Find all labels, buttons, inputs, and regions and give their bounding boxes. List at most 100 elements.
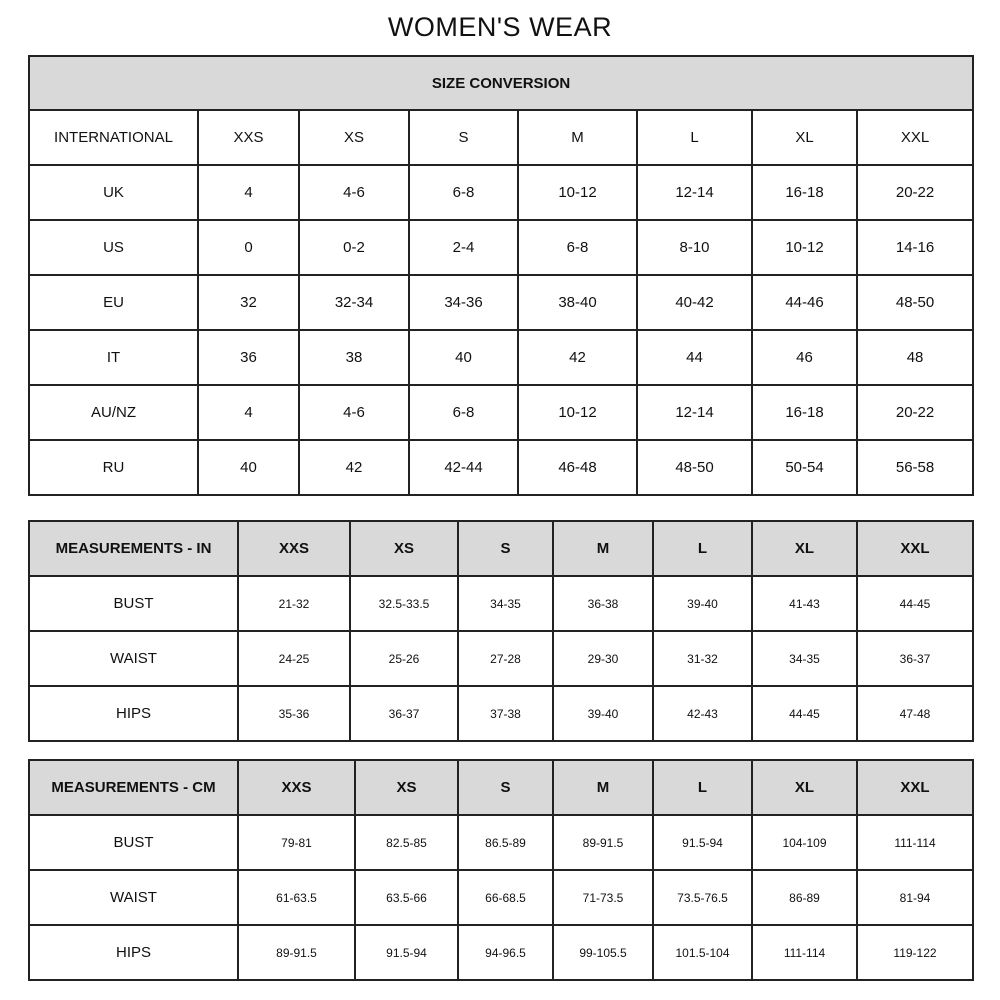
size-value: 89-91.5 [237, 924, 356, 981]
header-row: INTERNATIONAL XXS XS S M L XL XXL [28, 109, 975, 166]
size-value: 91.5-94 [354, 924, 459, 981]
size-column-header: S [408, 109, 519, 166]
size-value: 48-50 [636, 439, 753, 496]
row-label: US [28, 219, 199, 276]
size-value: 6-8 [408, 384, 519, 441]
size-column-header: M [552, 759, 654, 816]
size-value: 32.5-33.5 [349, 575, 459, 632]
size-value: 61-63.5 [237, 869, 356, 926]
size-value: 39-40 [552, 685, 654, 742]
size-value: 38 [298, 329, 410, 386]
size-value: 41-43 [751, 575, 858, 632]
size-value: 35-36 [237, 685, 351, 742]
size-column-header: S [457, 759, 554, 816]
size-value: 34-35 [457, 575, 554, 632]
size-value: 40-42 [636, 274, 753, 331]
table-row: IT 36 38 40 42 44 46 48 [28, 329, 975, 386]
size-value: 10-12 [517, 164, 638, 221]
row-label: IT [28, 329, 199, 386]
size-column-header: XS [354, 759, 459, 816]
size-value: 101.5-104 [652, 924, 753, 981]
row-label: HIPS [28, 924, 239, 981]
size-value: 10-12 [751, 219, 858, 276]
size-value: 44-46 [751, 274, 858, 331]
size-column-header: XL [751, 109, 858, 166]
size-column-header: XS [349, 520, 459, 577]
row-label: AU/NZ [28, 384, 199, 441]
size-value: 2-4 [408, 219, 519, 276]
size-value: 0 [197, 219, 300, 276]
size-value: 24-25 [237, 630, 351, 687]
row-label: UK [28, 164, 199, 221]
size-value: 20-22 [855, 164, 975, 221]
size-value: 44-45 [751, 685, 858, 742]
size-value: 12-14 [636, 384, 753, 441]
table-row: US 0 0-2 2-4 6-8 8-10 10-12 14-16 [28, 219, 975, 276]
size-value: 48 [855, 329, 975, 386]
size-column-header: XS [298, 109, 410, 166]
size-value: 50-54 [751, 439, 858, 496]
size-value: 32-34 [298, 274, 410, 331]
size-value: 10-12 [517, 384, 638, 441]
size-value: 86-89 [751, 869, 858, 926]
size-value: 40 [197, 439, 300, 496]
table-row: BUST 21-32 32.5-33.5 34-35 36-38 39-40 41-43 44… [28, 575, 974, 632]
measurements-in-table: MEASUREMENTS - IN XXS XS S M L XL XXL BUST 21-32 3… [28, 520, 974, 742]
size-conversion-banner: SIZE CONVERSION [27, 55, 975, 111]
size-column-header: XXS [237, 759, 356, 816]
size-value: 42-44 [408, 439, 519, 496]
header-row: MEASUREMENTS - CM XXS XS S M L XL XXL [28, 759, 974, 816]
size-value: 34-36 [408, 274, 519, 331]
table-row: HIPS 89-91.5 91.5-94 94-96.5 99-105.5 101.5-1… [28, 924, 974, 981]
size-value: 25-26 [349, 630, 459, 687]
table-row: AU/NZ 4 4-6 6-8 10-12 12-14 16-18 20-22 [28, 384, 975, 441]
size-value: 27-28 [457, 630, 554, 687]
size-value: 4 [197, 384, 300, 441]
row-label: BUST [28, 814, 239, 871]
size-value: 36 [197, 329, 300, 386]
size-conversion-table: SIZE CONVERSION INTERNATIONAL XXS XS S M L XL X… [27, 55, 975, 496]
size-value: 42 [517, 329, 638, 386]
size-value: 14-16 [855, 219, 975, 276]
size-value: 79-81 [237, 814, 356, 871]
size-column-header: M [552, 520, 654, 577]
size-value: 6-8 [517, 219, 638, 276]
size-value: 16-18 [751, 164, 858, 221]
size-value: 81-94 [856, 869, 974, 926]
table-row: UK 4 4-6 6-8 10-12 12-14 16-18 20-22 [28, 164, 975, 221]
size-value: 20-22 [855, 384, 975, 441]
table-row: HIPS 35-36 36-37 37-38 39-40 42-43 44-45 47-48 [28, 685, 974, 742]
size-value: 39-40 [652, 575, 753, 632]
row-label: EU [28, 274, 199, 331]
size-value: 111-114 [751, 924, 858, 981]
size-value: 44-45 [856, 575, 974, 632]
size-value: 47-48 [856, 685, 974, 742]
size-column-header: XXL [856, 520, 974, 577]
size-value: 36-37 [349, 685, 459, 742]
size-value: 4-6 [298, 384, 410, 441]
size-value: 21-32 [237, 575, 351, 632]
row-label: RU [28, 439, 199, 496]
size-value: 119-122 [856, 924, 974, 981]
size-value: 94-96.5 [457, 924, 554, 981]
size-column-header: S [457, 520, 554, 577]
size-value: 73.5-76.5 [652, 869, 753, 926]
size-value: 16-18 [751, 384, 858, 441]
size-column-header: L [636, 109, 753, 166]
size-column-header: L [652, 759, 753, 816]
size-value: 104-109 [751, 814, 858, 871]
size-value: 36-38 [552, 575, 654, 632]
page-title: WOMEN'S WEAR [387, 12, 613, 42]
size-value: 0-2 [298, 219, 410, 276]
measurements-cm-table: MEASUREMENTS - CM XXS XS S M L XL XXL BUST 79-81 8… [28, 759, 974, 981]
size-column-header: XXL [855, 109, 975, 166]
size-value: 40 [408, 329, 519, 386]
size-value: 82.5-85 [354, 814, 459, 871]
size-value: 56-58 [855, 439, 975, 496]
size-value: 71-73.5 [552, 869, 654, 926]
table-row: EU 32 32-34 34-36 38-40 40-42 44-46 48-50 [28, 274, 975, 331]
size-value: 86.5-89 [457, 814, 554, 871]
size-value: 6-8 [408, 164, 519, 221]
table-row: RU 40 42 42-44 46-48 48-50 50-54 56-58 [28, 439, 975, 496]
row-label: WAIST [28, 630, 239, 687]
